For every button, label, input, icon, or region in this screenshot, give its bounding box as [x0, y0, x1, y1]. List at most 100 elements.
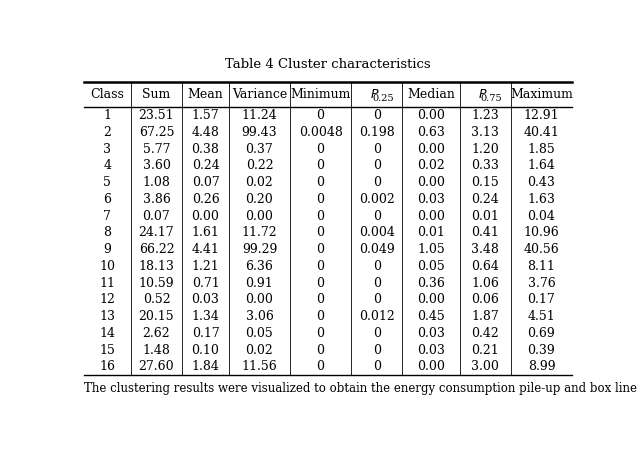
Text: Minimum: Minimum	[291, 88, 351, 101]
Text: 5: 5	[104, 176, 111, 189]
Text: 0: 0	[317, 243, 324, 256]
Text: 0.00: 0.00	[417, 109, 445, 122]
Text: 0.64: 0.64	[471, 260, 499, 273]
Text: 8: 8	[104, 226, 111, 240]
Text: $\mathit{P}$: $\mathit{P}$	[478, 88, 488, 101]
Text: 0: 0	[317, 327, 324, 340]
Text: 0.63: 0.63	[417, 126, 445, 139]
Text: 3.00: 3.00	[471, 361, 499, 373]
Text: 1.20: 1.20	[472, 143, 499, 156]
Text: 14: 14	[99, 327, 115, 340]
Text: 0: 0	[317, 361, 324, 373]
Text: 0.00: 0.00	[417, 210, 445, 223]
Text: 0: 0	[317, 294, 324, 306]
Text: 0.03: 0.03	[417, 193, 445, 206]
Text: 27.60: 27.60	[139, 361, 174, 373]
Text: 1.85: 1.85	[527, 143, 556, 156]
Text: 11: 11	[99, 277, 115, 289]
Text: 0.39: 0.39	[527, 344, 556, 357]
Text: 4.51: 4.51	[527, 310, 556, 323]
Text: 0: 0	[373, 361, 381, 373]
Text: 0.07: 0.07	[143, 210, 170, 223]
Text: 0: 0	[317, 143, 324, 156]
Text: 40.56: 40.56	[524, 243, 559, 256]
Text: 2: 2	[104, 126, 111, 139]
Text: 1.05: 1.05	[417, 243, 445, 256]
Text: 6.36: 6.36	[246, 260, 273, 273]
Text: 10.96: 10.96	[524, 226, 559, 240]
Text: 11.24: 11.24	[242, 109, 277, 122]
Text: 0.37: 0.37	[246, 143, 273, 156]
Text: 3.48: 3.48	[471, 243, 499, 256]
Text: 1.34: 1.34	[191, 310, 220, 323]
Text: 0: 0	[373, 143, 381, 156]
Text: Median: Median	[407, 88, 455, 101]
Text: 0.00: 0.00	[246, 210, 273, 223]
Text: 0: 0	[317, 176, 324, 189]
Text: 0: 0	[373, 327, 381, 340]
Text: 99.43: 99.43	[242, 126, 277, 139]
Text: 24.17: 24.17	[139, 226, 174, 240]
Text: 0: 0	[317, 109, 324, 122]
Text: 0.75: 0.75	[481, 94, 502, 103]
Text: 0: 0	[317, 210, 324, 223]
Text: 8.11: 8.11	[527, 260, 556, 273]
Text: 0.20: 0.20	[246, 193, 273, 206]
Text: 0.03: 0.03	[417, 344, 445, 357]
Text: 0.17: 0.17	[527, 294, 556, 306]
Text: 0: 0	[373, 260, 381, 273]
Text: 3.06: 3.06	[246, 310, 273, 323]
Text: 1.61: 1.61	[191, 226, 220, 240]
Text: 10: 10	[99, 260, 115, 273]
Text: 0.69: 0.69	[527, 327, 556, 340]
Text: 1.23: 1.23	[472, 109, 499, 122]
Text: 0.02: 0.02	[246, 344, 273, 357]
Text: 1.06: 1.06	[471, 277, 499, 289]
Text: 1.87: 1.87	[472, 310, 499, 323]
Text: 6: 6	[104, 193, 111, 206]
Text: 0: 0	[373, 176, 381, 189]
Text: 0.00: 0.00	[417, 294, 445, 306]
Text: 0.004: 0.004	[359, 226, 395, 240]
Text: 0.00: 0.00	[191, 210, 220, 223]
Text: 0.25: 0.25	[372, 94, 394, 103]
Text: 0: 0	[373, 109, 381, 122]
Text: 0.41: 0.41	[471, 226, 499, 240]
Text: 0.06: 0.06	[471, 294, 499, 306]
Text: 11.72: 11.72	[242, 226, 277, 240]
Text: 11.56: 11.56	[242, 361, 277, 373]
Text: Class: Class	[90, 88, 124, 101]
Text: The clustering results were visualized to obtain the energy consumption pile-up : The clustering results were visualized t…	[84, 381, 637, 395]
Text: 0.38: 0.38	[191, 143, 220, 156]
Text: 0.00: 0.00	[417, 361, 445, 373]
Text: 0.24: 0.24	[472, 193, 499, 206]
Text: 1.08: 1.08	[143, 176, 170, 189]
Text: 0.00: 0.00	[246, 294, 273, 306]
Text: 23.51: 23.51	[139, 109, 174, 122]
Text: 12: 12	[99, 294, 115, 306]
Text: 0.36: 0.36	[417, 277, 445, 289]
Text: 0.17: 0.17	[192, 327, 220, 340]
Text: Variance: Variance	[232, 88, 287, 101]
Text: 0.07: 0.07	[192, 176, 220, 189]
Text: 1.57: 1.57	[192, 109, 220, 122]
Text: 0: 0	[373, 159, 381, 173]
Text: 0: 0	[373, 294, 381, 306]
Text: 0.002: 0.002	[359, 193, 395, 206]
Text: 0: 0	[317, 260, 324, 273]
Text: Sum: Sum	[142, 88, 171, 101]
Text: 0.02: 0.02	[246, 176, 273, 189]
Text: Maximum: Maximum	[510, 88, 573, 101]
Text: 18.13: 18.13	[138, 260, 175, 273]
Text: 0.05: 0.05	[417, 260, 445, 273]
Text: 4: 4	[104, 159, 111, 173]
Text: 0.45: 0.45	[417, 310, 445, 323]
Text: 0.012: 0.012	[359, 310, 395, 323]
Text: 16: 16	[99, 361, 115, 373]
Text: 0.02: 0.02	[417, 159, 445, 173]
Text: 0.21: 0.21	[472, 344, 499, 357]
Text: 1.64: 1.64	[527, 159, 556, 173]
Text: 5.77: 5.77	[143, 143, 170, 156]
Text: 0.33: 0.33	[471, 159, 499, 173]
Text: $\mathit{P}$: $\mathit{P}$	[369, 88, 379, 101]
